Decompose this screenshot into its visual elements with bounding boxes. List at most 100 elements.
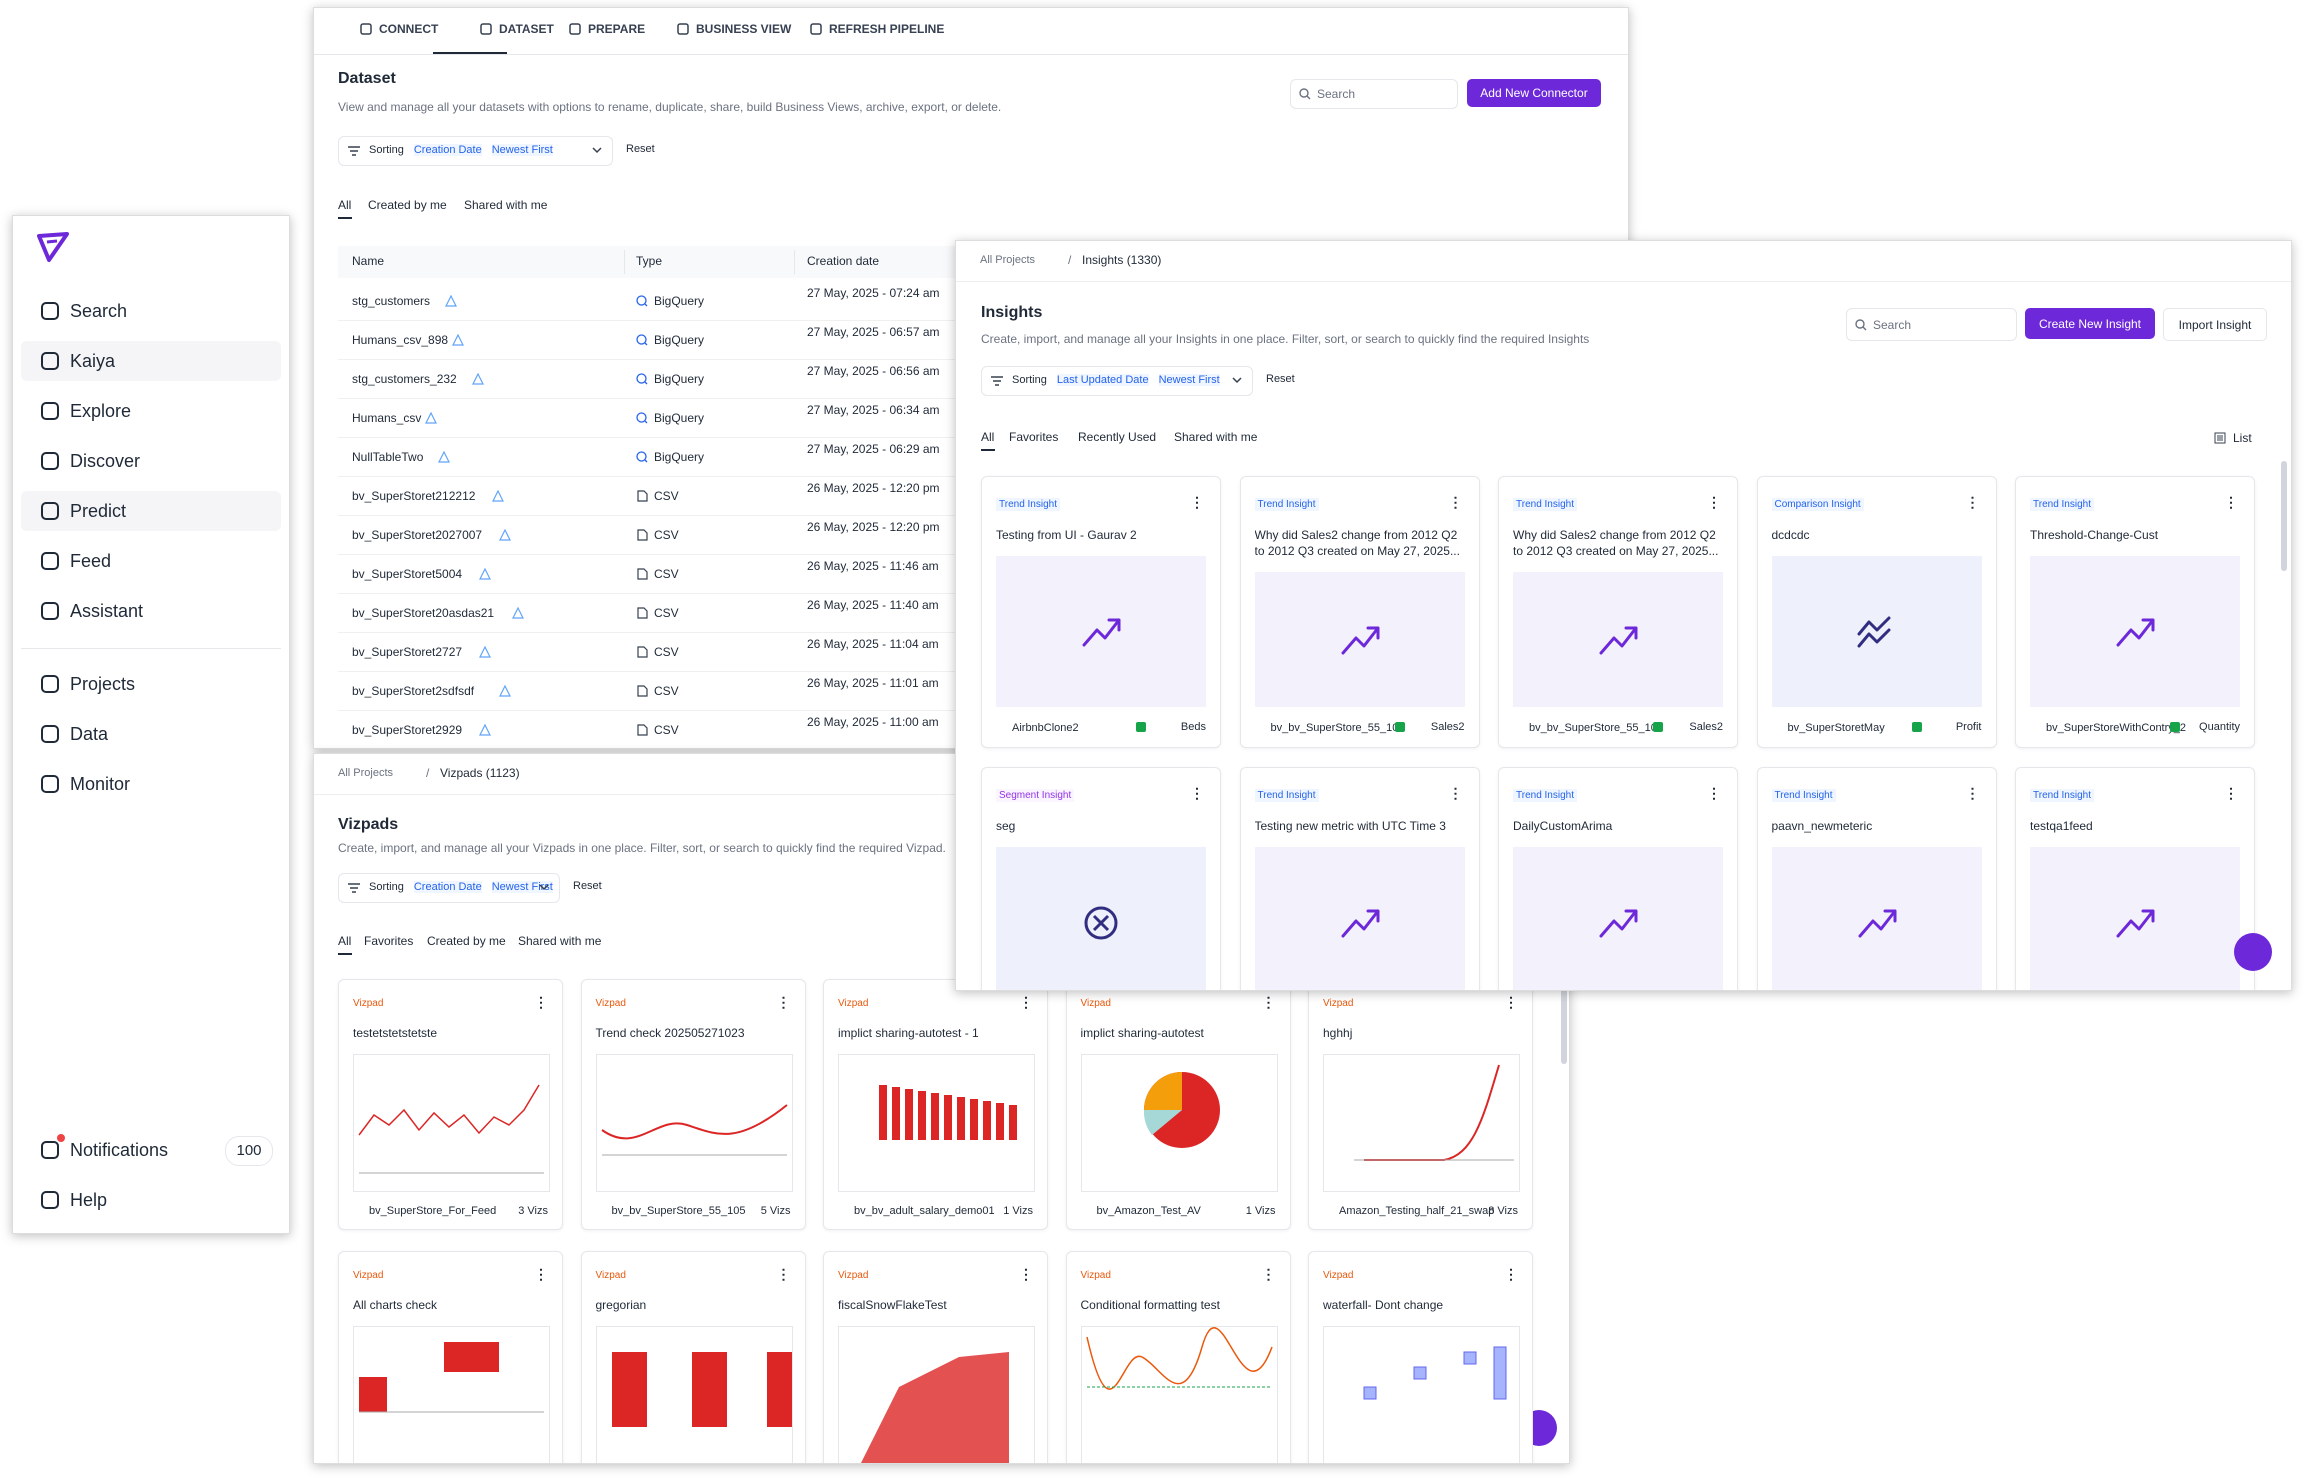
insight-card[interactable]: Trend Insight ⋮ DailyCustomArima — [1498, 767, 1738, 990]
filter-tab[interactable]: Shared with me — [464, 198, 548, 212]
nav-item[interactable]: Kaiya — [70, 351, 116, 371]
more-menu[interactable]: ⋮ — [776, 1266, 791, 1282]
more-menu[interactable]: ⋮ — [1504, 1266, 1518, 1282]
reset-button[interactable]: Reset — [1266, 373, 1295, 385]
more-menu[interactable]: ⋮ — [1707, 494, 1721, 510]
more-menu[interactable]: ⋮ — [1965, 494, 1980, 510]
insight-card[interactable]: Trend Insight ⋮ Testing from UI - Gaurav 2… — [981, 476, 1221, 748]
vizpad-card[interactable]: Vizpad ⋮ Conditional formatting test — [1065, 1251, 1291, 1463]
nav-item[interactable]: Feed — [70, 551, 112, 571]
nav-item[interactable]: Projects — [70, 674, 136, 694]
filter-tab[interactable]: Favorites — [364, 934, 414, 948]
top-tab[interactable]: PREPARE — [588, 22, 646, 36]
more-menu[interactable]: ⋮ — [776, 994, 791, 1010]
search-input[interactable]: Search — [1290, 79, 1458, 109]
breadcrumb-root[interactable]: All Projects — [980, 254, 1036, 266]
more-menu[interactable]: ⋮ — [1504, 994, 1518, 1010]
nav-item[interactable]: Assistant — [70, 601, 144, 621]
dataset-name[interactable]: NullTableTwo — [352, 450, 424, 464]
vizpad-card[interactable]: Vizpad ⋮ All charts check — [338, 1251, 563, 1463]
primary-button[interactable]: Create New Insight — [2025, 308, 2155, 339]
insight-card[interactable]: Segment Insight ⋮ seg — [981, 767, 1221, 990]
active-underline — [981, 449, 995, 451]
more-menu[interactable]: ⋮ — [1190, 785, 1204, 801]
insight-card[interactable]: Trend Insight ⋮ paavn_newmeteric — [1756, 767, 1997, 990]
filter-tab[interactable]: Recently Used — [1078, 430, 1157, 444]
dataset-name[interactable]: stg_customers_232 — [352, 372, 457, 386]
more-menu[interactable]: ⋮ — [1019, 1266, 1033, 1282]
insight-card[interactable]: Trend Insight ⋮ Why did Sales2 change from… — [1239, 476, 1480, 748]
nav-item[interactable]: Notifications — [70, 1140, 169, 1160]
sorting-control[interactable]: Sorting Creation Date Newest First — [338, 873, 560, 903]
vizpad-card[interactable]: Vizpad ⋮ waterfall- Dont change — [1308, 1251, 1533, 1463]
filter-tab[interactable]: All — [338, 934, 352, 948]
insight-card[interactable]: Trend Insight ⋮ Why did Sales2 change from… — [1498, 476, 1738, 748]
more-menu[interactable]: ⋮ — [1707, 785, 1721, 801]
nav-item[interactable]: Discover — [70, 451, 141, 471]
secondary-button[interactable]: Import Insight — [2163, 308, 2267, 341]
nav-item[interactable]: Help — [70, 1190, 108, 1210]
top-tab[interactable]: REFRESH PIPELINE — [829, 22, 945, 36]
dataset-name[interactable]: bv_SuperStoret2727 — [352, 645, 463, 659]
dataset-name[interactable]: stg_customers — [352, 294, 431, 308]
filter-tab[interactable]: All — [338, 198, 352, 212]
dataset-name[interactable]: Humans_csv — [352, 411, 422, 425]
more-menu[interactable]: ⋮ — [1448, 494, 1463, 510]
view-toggle[interactable]: List — [2233, 431, 2252, 445]
vizpad-card[interactable]: Vizpad ⋮ implict sharing-autotest - 1 bv_bv… — [823, 979, 1048, 1230]
more-menu[interactable]: ⋮ — [534, 994, 548, 1010]
vizpad-card[interactable]: Vizpad ⋮ gregorian — [580, 1251, 806, 1463]
filter-tab[interactable]: All — [981, 430, 995, 444]
filter-tab[interactable]: Created by me — [427, 934, 506, 948]
filter-tab[interactable]: Shared with me — [1174, 430, 1258, 444]
nav-item[interactable]: Monitor — [70, 774, 131, 794]
reset-button[interactable]: Reset — [573, 880, 602, 892]
primary-button[interactable]: Add New Connector — [1467, 79, 1601, 107]
more-menu[interactable]: ⋮ — [2224, 785, 2238, 801]
vizpad-card[interactable]: Vizpad ⋮ fiscalSnowFlakeTest — [823, 1251, 1048, 1463]
thumbnail — [1323, 1054, 1520, 1192]
more-menu[interactable]: ⋮ — [1261, 994, 1276, 1010]
insight-title: Testing from UI - Gaurav 2 — [996, 528, 1137, 542]
more-menu[interactable]: ⋮ — [534, 1266, 548, 1282]
more-menu[interactable]: ⋮ — [1190, 494, 1204, 510]
vizpad-card[interactable]: Vizpad ⋮ Trend check 202505271023 bv_bv_Sup… — [580, 979, 806, 1230]
insight-card[interactable]: Trend Insight ⋮ Threshold-Change-Cust bv_Su… — [2015, 476, 2255, 748]
more-menu[interactable]: ⋮ — [1448, 785, 1463, 801]
top-tab[interactable]: CONNECT — [379, 22, 439, 36]
nav-item[interactable]: Data — [70, 724, 109, 744]
insight-card[interactable]: Trend Insight ⋮ testqa1feed — [2015, 767, 2255, 990]
insight-card[interactable]: Trend Insight ⋮ Testing new metric with UT… — [1239, 767, 1480, 990]
search-input[interactable]: Search — [1846, 308, 2017, 341]
filter-tab[interactable]: Shared with me — [518, 934, 602, 948]
breadcrumb-root[interactable]: All Projects — [338, 767, 394, 779]
insight-card[interactable]: Comparison Insight ⋮ dcdcdc bv_SuperStoretM… — [1756, 476, 1997, 748]
nav-item[interactable]: Explore — [70, 401, 132, 421]
reset-button[interactable]: Reset — [626, 143, 655, 155]
more-menu[interactable]: ⋮ — [2224, 494, 2238, 510]
dataset-name[interactable]: bv_SuperStoret2027007 — [352, 528, 483, 542]
top-tab[interactable]: DATASET — [499, 22, 554, 36]
filter-tab[interactable]: Created by me — [368, 198, 447, 212]
more-menu[interactable]: ⋮ — [1019, 994, 1033, 1010]
vizpad-card[interactable]: Vizpad ⋮ implict sharing-autotest bv_Amazon… — [1065, 979, 1291, 1230]
dataset-name[interactable]: bv_SuperStoret2929 — [352, 723, 463, 737]
more-menu[interactable]: ⋮ — [1261, 1266, 1276, 1282]
active-underline — [338, 217, 352, 219]
dataset-name[interactable]: bv_SuperStoret5004 — [352, 567, 463, 581]
nav-item[interactable]: Predict — [70, 501, 127, 521]
sorting-control[interactable]: Sorting Creation Date Newest First — [338, 136, 613, 166]
dataset-name[interactable]: Humans_csv_898 — [352, 333, 449, 347]
vizpad-card[interactable]: Vizpad ⋮ testetstetstetste bv_SuperStore_Fo… — [338, 979, 563, 1230]
top-tab[interactable]: BUSINESS VIEW — [696, 22, 792, 36]
filter-tab[interactable]: Favorites — [1009, 430, 1059, 444]
dataset-name[interactable]: bv_SuperStoret2sdfsdf — [352, 684, 475, 698]
sorting-control[interactable]: Sorting Last Updated Date Newest First — [981, 366, 1253, 396]
dataset-name[interactable]: bv_SuperStoret212212 — [352, 489, 476, 503]
nav-item[interactable]: Search — [70, 301, 128, 321]
vizpad-card[interactable]: Vizpad ⋮ hghhj Amazon_Testing_half_21_swap 8… — [1308, 979, 1533, 1230]
chat-button[interactable] — [2234, 933, 2272, 971]
more-menu[interactable]: ⋮ — [1965, 785, 1980, 801]
dataset-name[interactable]: bv_SuperStoret20asdas21 — [352, 606, 495, 620]
tab-icon — [810, 23, 822, 35]
